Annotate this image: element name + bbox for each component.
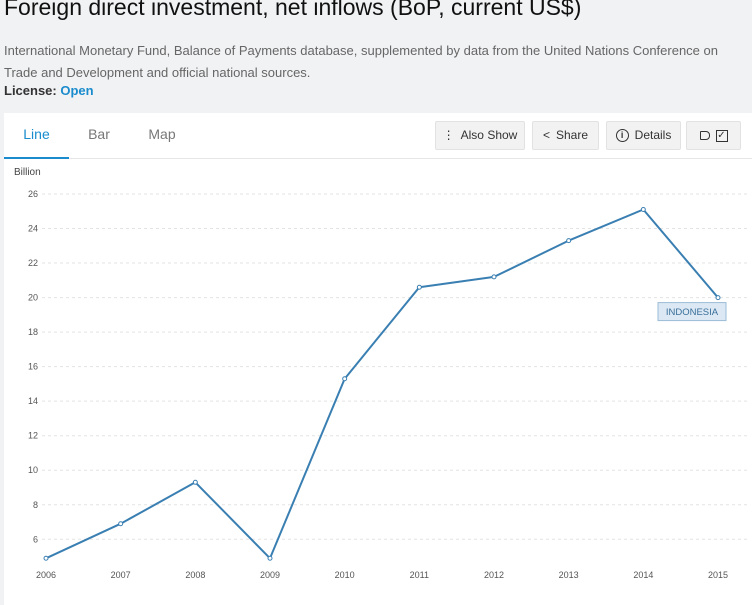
share-label: Share: [555, 128, 589, 142]
checkbox-icon: ✓: [715, 129, 728, 142]
data-point: [118, 521, 124, 527]
tag-icon: [699, 131, 710, 140]
y-tick-label: 10: [28, 465, 38, 475]
data-point: [640, 207, 646, 213]
series-line: [45, 208, 719, 560]
tab-map[interactable]: Map: [148, 126, 176, 142]
chart-title: Foreign direct investment, net inflows (…: [4, 0, 582, 20]
chart-panel: Line Bar Map ⋮ Also Show < Share i Detai…: [4, 113, 752, 605]
data-point: [715, 295, 721, 301]
x-tick-label: 2011: [410, 570, 429, 580]
series-label: INDONESIA: [666, 307, 719, 318]
data-point: [491, 274, 497, 280]
data-point: [192, 479, 198, 485]
data-point: [566, 238, 572, 244]
x-tick-label: 2012: [484, 570, 504, 580]
info-icon: i: [615, 129, 629, 142]
also-show-label: Also Show: [460, 128, 518, 142]
label-toggle-button[interactable]: ✓: [686, 121, 741, 150]
x-tick-label: 2009: [260, 570, 280, 580]
data-point: [342, 376, 348, 382]
tab-line[interactable]: Line: [4, 113, 69, 159]
details-label: Details: [634, 128, 672, 142]
vertical-dots-icon: ⋮: [442, 128, 455, 142]
x-tick-label: 2014: [633, 570, 653, 580]
y-axis-label: Billion: [14, 167, 41, 178]
license-line: License: Open: [4, 83, 94, 98]
data-point: [267, 555, 273, 561]
data-point: [416, 284, 422, 290]
x-tick-label: 2010: [335, 570, 355, 580]
y-tick-label: 16: [28, 362, 38, 372]
y-tick-label: 6: [33, 534, 38, 544]
y-tick-label: 12: [28, 431, 38, 441]
y-tick-label: 20: [28, 293, 38, 303]
chart-tabs: Line Bar Map ⋮ Also Show < Share i Detai…: [4, 113, 752, 159]
x-tick-label: 2008: [185, 570, 205, 580]
tab-bar[interactable]: Bar: [88, 126, 110, 142]
series-label-box: [657, 302, 727, 322]
x-tick-label: 2007: [111, 570, 131, 580]
x-tick-label: 2013: [559, 570, 579, 580]
line-chart: Billion 6 8 10 12 14 16 18 20 22 24 26 2006 2007 2008 2…: [14, 167, 748, 580]
license-label: License:: [4, 83, 61, 98]
x-tick-label: 2015: [708, 570, 728, 580]
y-tick-label: 14: [28, 396, 38, 406]
share-icon: <: [542, 128, 550, 142]
y-tick-label: 24: [28, 224, 38, 234]
details-button[interactable]: i Details: [606, 121, 681, 150]
y-tick-label: 26: [28, 189, 38, 199]
share-button[interactable]: < Share: [532, 121, 599, 150]
source-note: International Monetary Fund, Balance of …: [4, 43, 718, 80]
y-tick-label: 8: [33, 500, 38, 510]
license-link[interactable]: Open: [60, 83, 94, 98]
data-point: [43, 555, 49, 561]
x-tick-label: 2006: [36, 570, 56, 580]
y-tick-label: 22: [28, 258, 38, 268]
also-show-button[interactable]: ⋮ Also Show: [435, 121, 525, 150]
y-tick-label: 18: [28, 327, 38, 337]
